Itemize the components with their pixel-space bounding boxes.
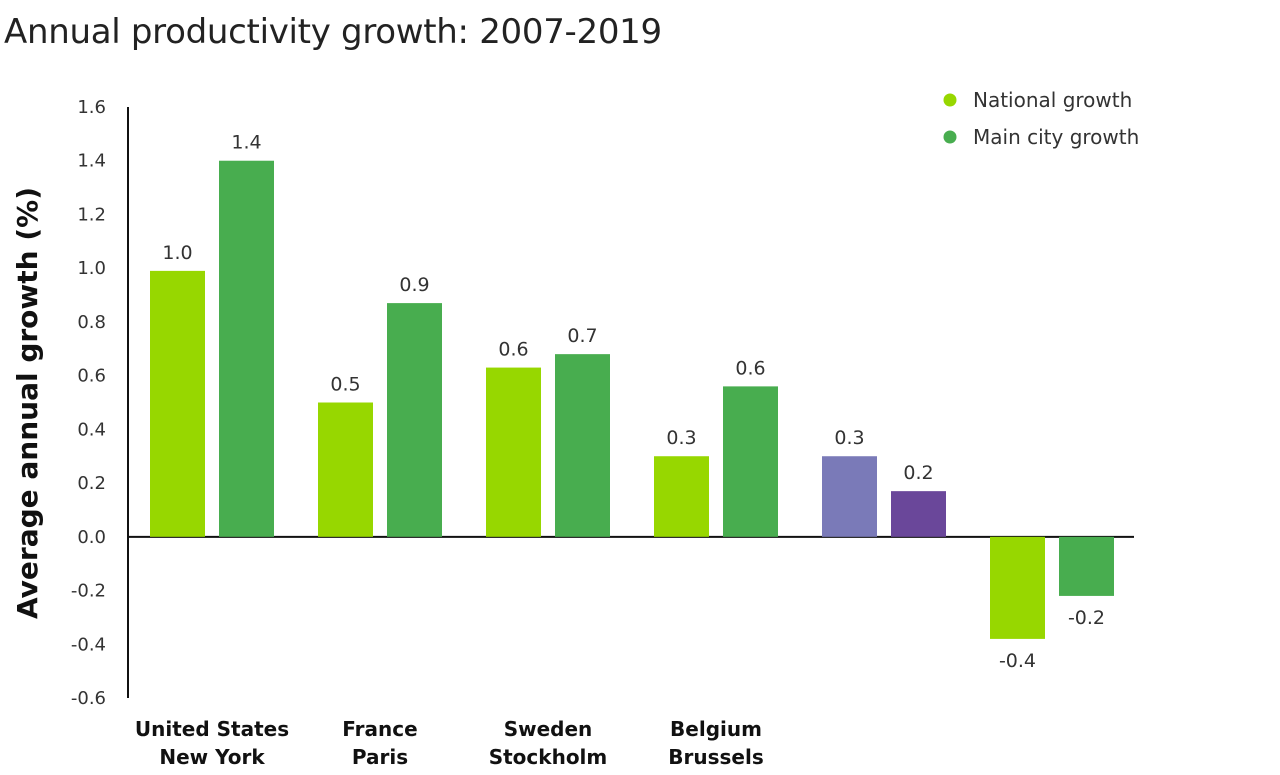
legend-label: National growth <box>973 88 1132 112</box>
data-label: -0.2 <box>1068 607 1105 629</box>
y-tick-label: 0.0 <box>77 527 106 548</box>
data-label: 1.0 <box>162 242 192 264</box>
bar <box>1059 536 1114 596</box>
bars <box>150 160 1114 639</box>
data-label: -0.4 <box>999 650 1036 672</box>
y-tick-label: -0.4 <box>71 634 106 655</box>
category-label: Paris <box>352 745 408 769</box>
bar <box>387 303 442 537</box>
bar <box>891 491 946 537</box>
data-label: 0.9 <box>399 274 429 296</box>
bar <box>318 402 373 537</box>
y-tick-label: 1.6 <box>77 97 106 118</box>
data-label: 0.7 <box>567 325 597 347</box>
category-label: Stockholm <box>489 745 608 769</box>
data-labels: 1.0 0.5 0.6 0.3 0.3 -0.4 1.4 0.9 0.7 0.6 0.2 -0.2 <box>162 132 1105 672</box>
y-tick-label: -0.6 <box>71 688 106 709</box>
legend-marker <box>943 93 957 107</box>
category-label: Brussels <box>668 745 763 769</box>
chart-title: Annual productivity growth: 2007-2019 <box>4 12 662 52</box>
y-tick-label: 0.4 <box>77 419 106 440</box>
data-label: 0.3 <box>834 427 864 449</box>
y-tick-label: -0.2 <box>71 581 106 602</box>
category-label: Belgium <box>670 717 762 741</box>
data-label: 0.6 <box>735 357 765 379</box>
category-labels: United States New York France Paris Sweden St… <box>135 717 764 769</box>
legend: National growth Main city growth <box>943 88 1139 149</box>
category-label: France <box>342 717 417 741</box>
category-label: Sweden <box>504 717 593 741</box>
bar <box>990 536 1045 639</box>
data-label: 0.6 <box>498 339 528 361</box>
y-tick-label: 1.4 <box>77 151 106 172</box>
y-tick-label: 0.2 <box>77 473 106 494</box>
category-label: New York <box>159 745 265 769</box>
bar <box>822 456 877 537</box>
y-tick-label: 0.6 <box>77 366 106 387</box>
category-label: United States <box>135 717 289 741</box>
y-tick-label: 1.0 <box>77 258 106 279</box>
data-label: 0.2 <box>903 462 933 484</box>
bar <box>654 456 709 537</box>
y-axis-label: Average annual growth (%) <box>11 187 44 619</box>
data-label: 1.4 <box>231 132 261 154</box>
data-label: 0.3 <box>666 427 696 449</box>
bar <box>486 367 541 537</box>
y-tick-label: 1.2 <box>77 204 106 225</box>
legend-label: Main city growth <box>973 125 1139 149</box>
bar <box>555 354 610 537</box>
y-tick-label: 0.8 <box>77 312 106 333</box>
axes: 1.6 1.4 1.2 1.0 0.8 0.6 0.4 0.2 0.0 -0.2 -0.4 -0.6 <box>71 97 1134 709</box>
bar <box>219 160 274 537</box>
bar <box>150 270 205 537</box>
data-label: 0.5 <box>330 374 360 396</box>
legend-marker <box>943 130 957 144</box>
bar <box>723 386 778 537</box>
